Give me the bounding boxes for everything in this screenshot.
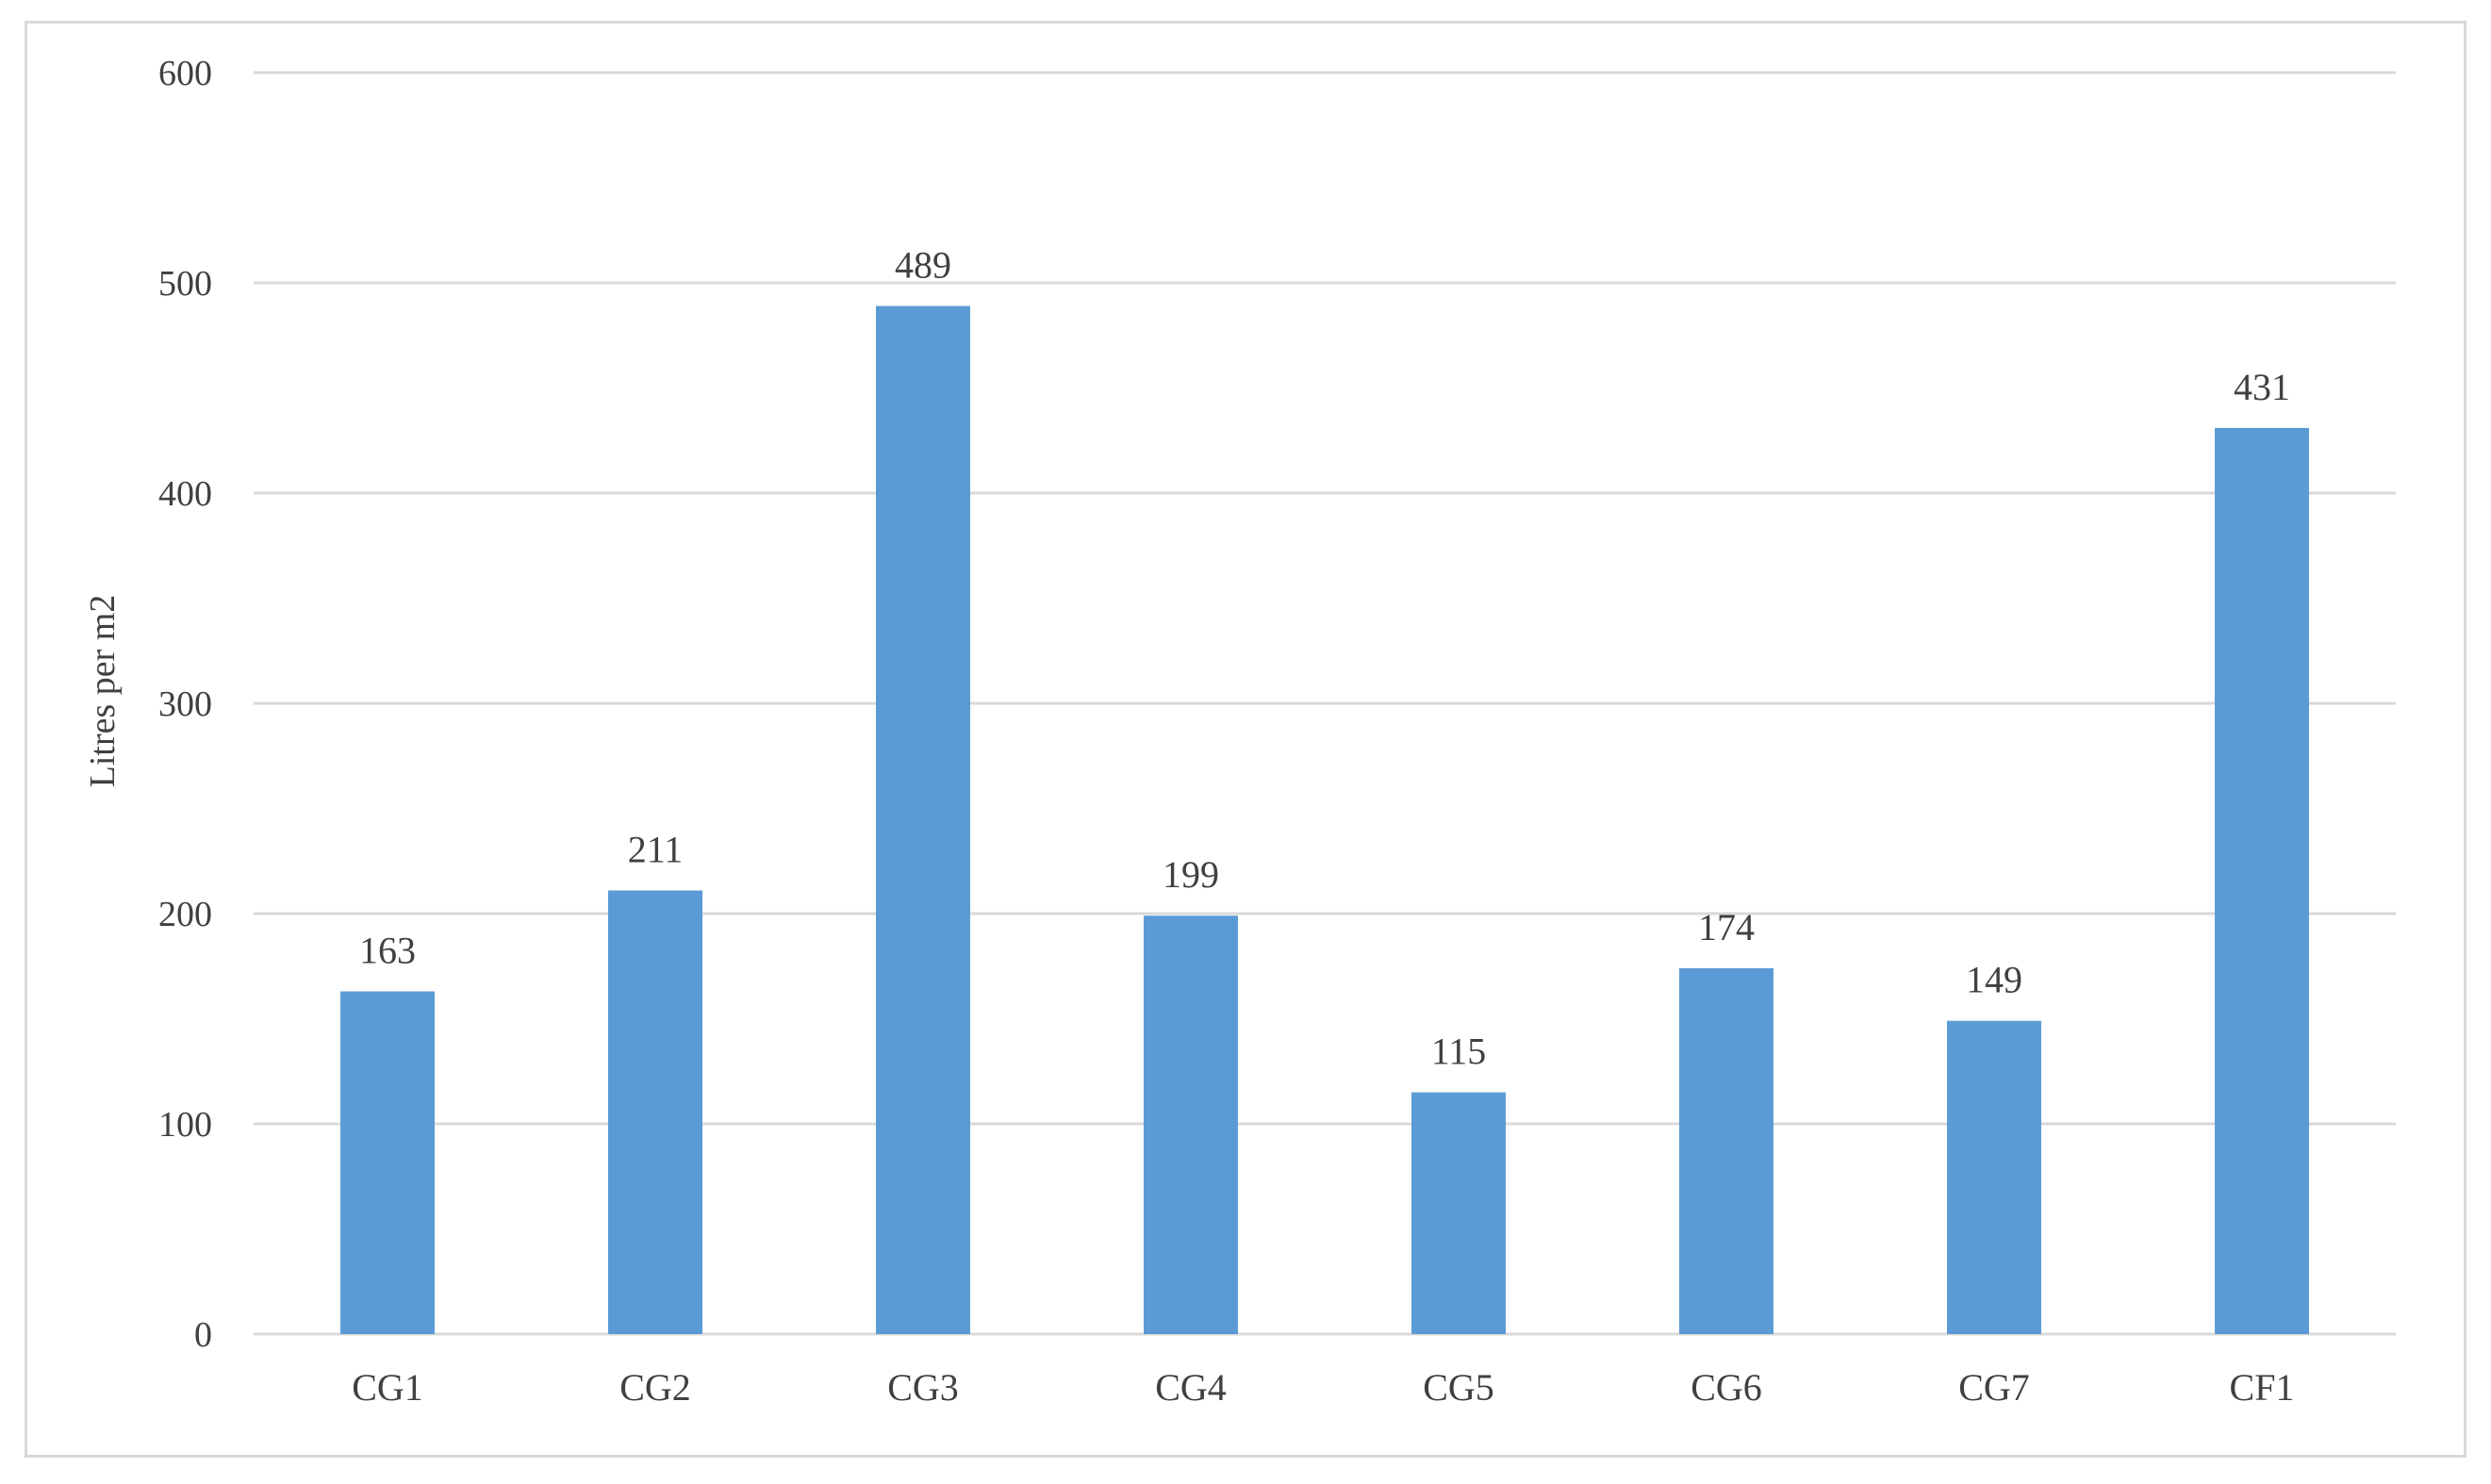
- bar-cg3: [876, 305, 970, 1334]
- x-tick-label: CG2: [619, 1366, 691, 1409]
- data-label-cf1: 431: [2234, 366, 2290, 408]
- data-label-cg6: 174: [1698, 906, 1755, 948]
- data-label-cg7: 149: [1966, 959, 2022, 1001]
- y-tick-label: 500: [158, 264, 212, 304]
- chart-frame: 0 100 200 300 400 500 600 163 211 489 199 115 174 14…: [25, 21, 2466, 1458]
- y-axis-title: Litres per m2: [83, 595, 123, 788]
- bar-chart: 0 100 200 300 400 500 600 163 211 489 199 115 174 14…: [83, 54, 2396, 1409]
- bar-cf1: [2215, 427, 2309, 1334]
- data-label-cg1: 163: [359, 930, 416, 972]
- x-axis-ticks: CG1 CG2 CG3 CG4 CG5 CG6 CG7 CF1: [352, 1366, 2294, 1409]
- x-tick-label: CG6: [1691, 1366, 1762, 1409]
- bar-cg4: [1144, 915, 1238, 1334]
- data-label-cg4: 199: [1163, 853, 1219, 896]
- data-label-cg3: 489: [895, 244, 951, 287]
- y-tick-label: 100: [158, 1105, 212, 1145]
- x-tick-label: CG7: [1958, 1366, 2030, 1409]
- bars: [340, 305, 2309, 1334]
- x-tick-label: CG3: [887, 1366, 959, 1409]
- data-label-cg2: 211: [628, 828, 684, 870]
- data-label-cg5: 115: [1431, 1031, 1487, 1073]
- bar-cg6: [1679, 967, 1773, 1334]
- bar-cg2: [608, 890, 702, 1334]
- y-tick-label: 200: [158, 895, 212, 934]
- y-tick-label: 600: [158, 54, 212, 93]
- bar-cg5: [1411, 1092, 1506, 1334]
- y-tick-label: 0: [194, 1315, 212, 1355]
- x-tick-label: CG5: [1423, 1366, 1494, 1409]
- data-labels: 163 211 489 199 115 174 149 431: [359, 244, 2290, 1073]
- gridlines: [254, 71, 2396, 1336]
- bar-cg7: [1947, 1020, 2041, 1334]
- x-tick-label: CG1: [352, 1366, 423, 1409]
- y-tick-label: 400: [158, 474, 212, 514]
- x-tick-label: CG4: [1155, 1366, 1227, 1409]
- x-tick-label: CF1: [2230, 1366, 2295, 1409]
- bar-cg1: [340, 991, 435, 1334]
- y-axis-ticks: 0 100 200 300 400 500 600: [158, 54, 212, 1355]
- y-tick-label: 300: [158, 684, 212, 724]
